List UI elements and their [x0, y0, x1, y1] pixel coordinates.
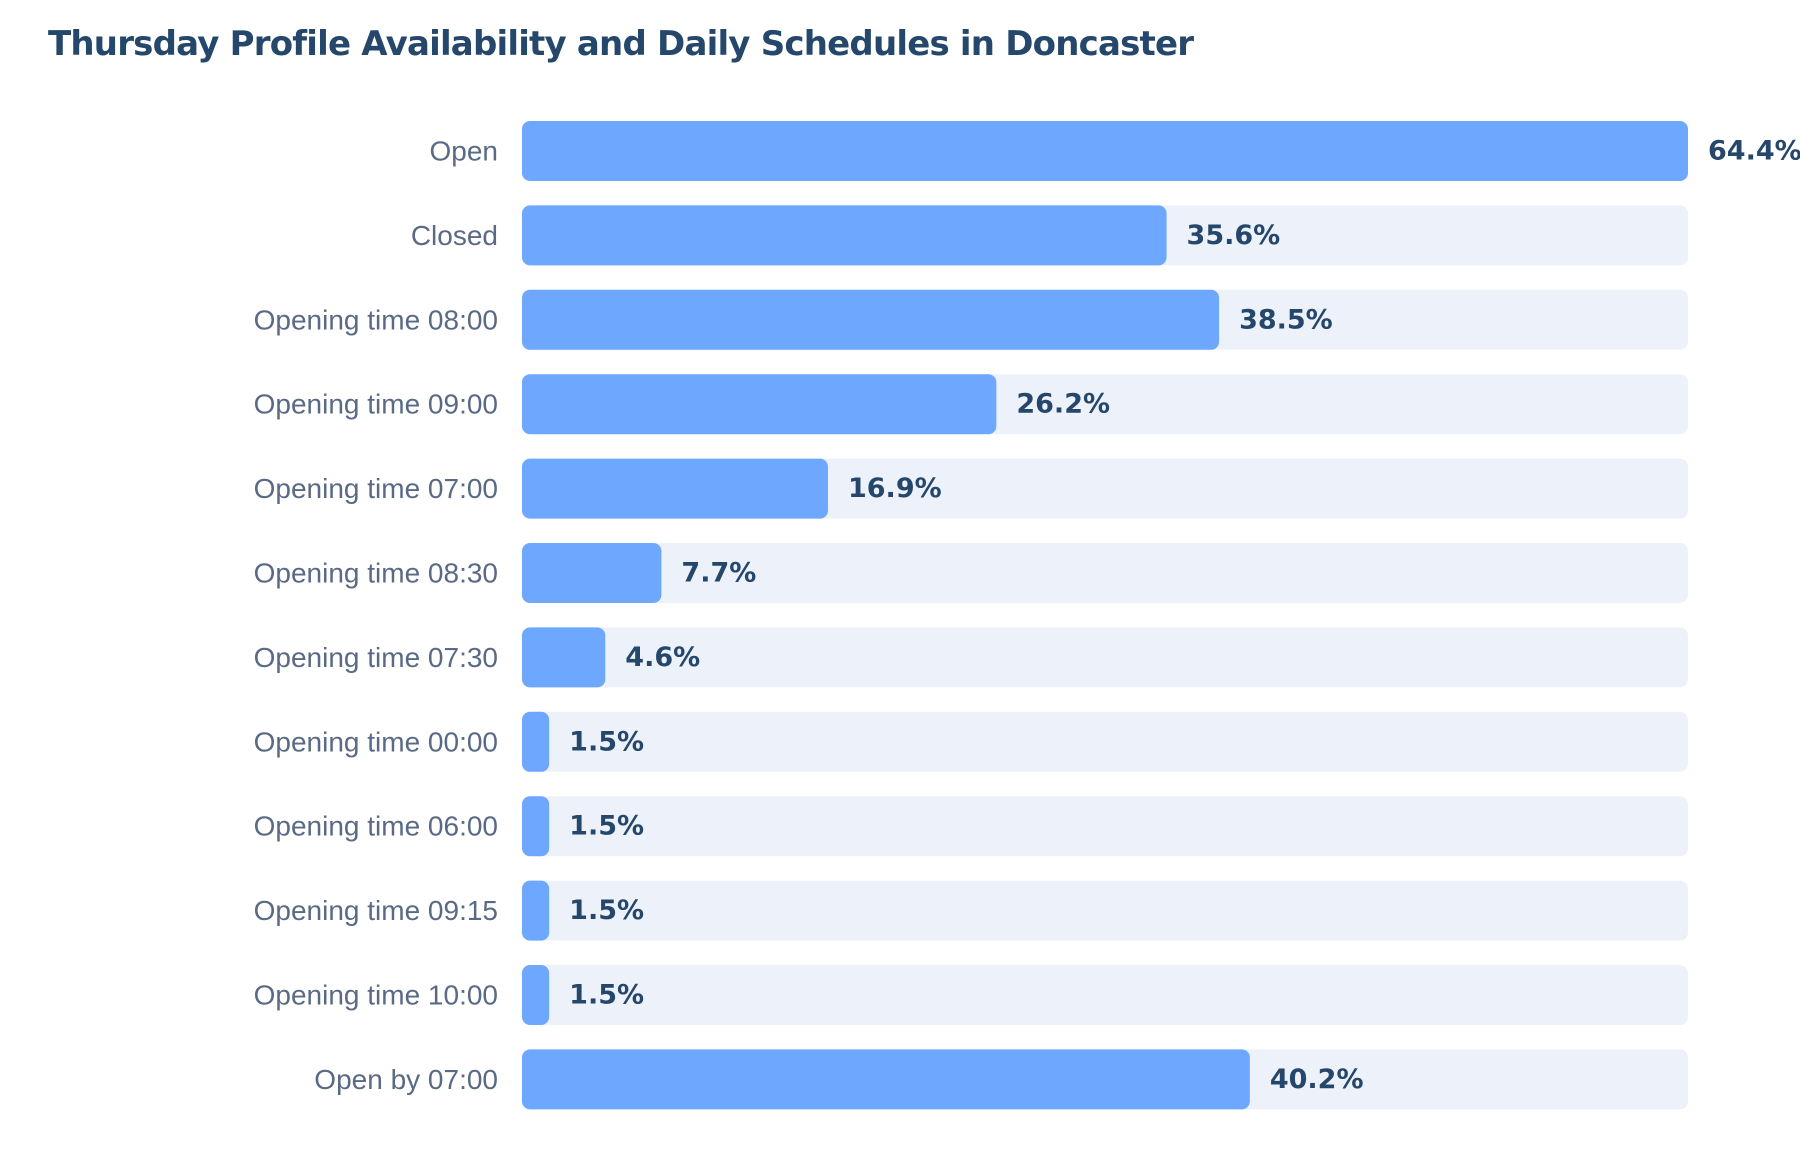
bar	[522, 965, 550, 1025]
bar	[522, 205, 1167, 266]
bar-row: Opening time 07:00 16.9%	[254, 458, 1688, 519]
category-label: Opening time 06:00	[254, 811, 498, 842]
value-label: 1.5%	[569, 726, 644, 757]
bar	[522, 711, 550, 772]
bar	[522, 543, 662, 603]
bar	[522, 374, 997, 435]
bar-row: Opening time 09:15 1.5%	[254, 880, 1688, 941]
bar-row: Opening time 08:00 38.5%	[254, 289, 1688, 350]
bar	[522, 627, 606, 688]
chart-title: Thursday Profile Availability and Daily …	[48, 24, 1194, 64]
bar-row: Opening time 06:00 1.5%	[254, 796, 1688, 857]
bar-track	[522, 711, 1688, 772]
bar	[522, 121, 1688, 181]
bar-track	[522, 965, 1688, 1025]
category-label: Opening time 08:30	[254, 558, 498, 589]
bar	[522, 1049, 1250, 1110]
value-label: 35.6%	[1187, 220, 1281, 251]
bar-row: Opening time 09:00 26.2%	[254, 374, 1688, 435]
bar	[522, 458, 828, 519]
value-label: 4.6%	[625, 642, 700, 673]
bar-row: Opening time 00:00 1.5%	[254, 711, 1688, 772]
category-label: Opening time 10:00	[254, 980, 498, 1011]
bar-row: Open by 07:00 40.2%	[314, 1049, 1688, 1110]
value-label: 26.2%	[1016, 389, 1110, 420]
bar-row: Opening time 08:30 7.7%	[254, 543, 1688, 603]
value-label: 38.5%	[1239, 304, 1333, 335]
value-label: 1.5%	[569, 895, 644, 926]
value-label: 16.9%	[848, 473, 942, 504]
category-label: Open	[430, 136, 499, 167]
value-label: 7.7%	[681, 558, 756, 589]
value-label: 40.2%	[1270, 1064, 1364, 1095]
bar	[522, 880, 550, 941]
bar-row: Closed 35.6%	[411, 205, 1688, 266]
category-label: Closed	[411, 220, 498, 251]
category-label: Opening time 08:00	[254, 304, 498, 335]
value-label: 64.4%	[1708, 136, 1800, 167]
category-label: Opening time 00:00	[254, 726, 498, 757]
value-label: 1.5%	[569, 980, 644, 1011]
bar-track	[522, 627, 1688, 688]
bar-row: Open 64.4%	[430, 121, 1800, 181]
bar-row: Opening time 10:00 1.5%	[254, 965, 1688, 1025]
value-label: 1.5%	[569, 811, 644, 842]
category-label: Opening time 09:00	[254, 389, 498, 420]
category-label: Opening time 07:00	[254, 473, 498, 504]
bar	[522, 796, 550, 857]
category-label: Opening time 07:30	[254, 642, 498, 673]
bar-row: Opening time 07:30 4.6%	[254, 627, 1688, 688]
bar-track	[522, 543, 1688, 603]
bar	[522, 289, 1220, 350]
category-label: Opening time 09:15	[254, 895, 498, 926]
bar-track	[522, 796, 1688, 857]
bar-track	[522, 880, 1688, 941]
category-label: Open by 07:00	[314, 1064, 498, 1095]
